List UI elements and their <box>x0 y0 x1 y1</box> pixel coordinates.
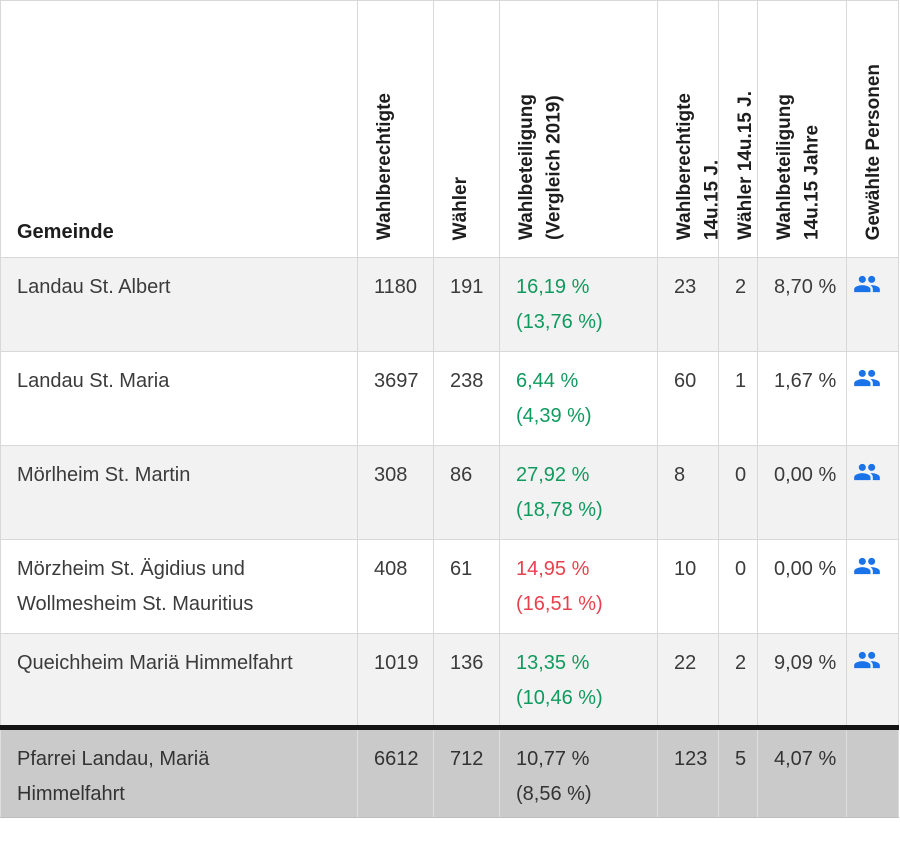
cell-wahlbeteiligung-14-15: 9,09 % <box>757 633 847 728</box>
cell-wahlbeteiligung: 27,92 % (18,78 %) <box>499 445 658 540</box>
elected-persons-link[interactable] <box>853 552 881 580</box>
cell-waehler-14-15: 0 <box>718 539 758 634</box>
cell-wahlbeteiligung-14-15: 1,67 % <box>757 351 847 446</box>
cell-wahlberechtigte: 308 <box>357 445 434 540</box>
column-header-gemeinde: Gemeinde <box>0 0 358 258</box>
cell-gemeinde: Landau St. Albert <box>0 257 358 352</box>
cell-wahlbeteiligung-total: 10,77 % (8,56 %) <box>499 725 658 818</box>
cell-wahlberechtigte-total: 6612 <box>357 725 434 818</box>
turnout-compare-2019: (4,39 %) <box>516 405 592 427</box>
cell-gewaehlte-personen-total <box>846 725 899 818</box>
column-header-wahlberechtigte: Wahlberechtigte <box>357 0 434 258</box>
cell-waehler-14-15: 2 <box>718 257 758 352</box>
cell-wahlberechtigte-14-15: 8 <box>657 445 719 540</box>
table-header: Gemeinde Wahlberechtigte Wähler Wahlbete… <box>0 0 899 258</box>
turnout-value: 13,35 % <box>516 652 590 674</box>
column-header-wahlbeteiligung: Wahlbeteiligung (Vergleich 2019) <box>499 0 658 258</box>
elected-persons-link[interactable] <box>853 270 881 298</box>
cell-wahlberechtigte-14-15: 60 <box>657 351 719 446</box>
column-header-waehler: Wähler <box>433 0 500 258</box>
turnout-compare-2019: (13,76 %) <box>516 311 603 333</box>
cell-waehler: 191 <box>433 257 500 352</box>
people-icon <box>854 651 880 669</box>
cell-wahlbeteiligung-14-15: 8,70 % <box>757 257 847 352</box>
cell-waehler: 61 <box>433 539 500 634</box>
cell-waehler: 238 <box>433 351 500 446</box>
turnout-value: 14,95 % <box>516 558 590 580</box>
cell-wahlberechtigte: 3697 <box>357 351 434 446</box>
cell-wahlberechtigte: 1180 <box>357 257 434 352</box>
cell-wahlbeteiligung: 13,35 % (10,46 %) <box>499 633 658 728</box>
rotated-header-label: Wähler 14u.15 J. <box>735 91 756 240</box>
turnout-value: 16,19 % <box>516 276 590 298</box>
cell-waehler-total: 712 <box>433 725 500 818</box>
rotated-header-label: Wähler <box>450 176 471 240</box>
cell-gemeinde-total: Pfarrei Landau, Mariä Himmelfahrt <box>0 725 358 818</box>
cell-wahlberechtigte-14-15: 10 <box>657 539 719 634</box>
turnout-value: 10,77 % <box>516 748 590 770</box>
people-icon <box>854 463 880 481</box>
election-results-table: Gemeinde Wahlberechtigte Wähler Wahlbete… <box>0 0 899 818</box>
cell-gemeinde: Mörzheim St. Ägidius und Wollmesheim St.… <box>0 539 358 634</box>
cell-wahlberechtigte: 1019 <box>357 633 434 728</box>
rotated-header-label: Wahlberechtigte <box>374 92 395 240</box>
cell-gewaehlte-personen <box>846 539 899 634</box>
people-icon <box>854 369 880 387</box>
elected-persons-link[interactable] <box>853 458 881 486</box>
cell-wahlbeteiligung-14-15: 0,00 % <box>757 539 847 634</box>
cell-wahlberechtigte-14-15: 23 <box>657 257 719 352</box>
cell-gewaehlte-personen <box>846 351 899 446</box>
cell-wahlbeteiligung: 6,44 % (4,39 %) <box>499 351 658 446</box>
turnout-value: 6,44 % <box>516 370 579 392</box>
cell-waehler-14-15: 0 <box>718 445 758 540</box>
cell-waehler-14-15: 1 <box>718 351 758 446</box>
cell-waehler: 86 <box>433 445 500 540</box>
turnout-compare-2019: (10,46 %) <box>516 687 603 709</box>
turnout-compare-2019: (18,78 %) <box>516 499 603 521</box>
rotated-header-label: Gewählte Personen <box>863 63 884 240</box>
cell-gemeinde: Mörlheim St. Martin <box>0 445 358 540</box>
cell-wahlbeteiligung-14-15-total: 4,07 % <box>757 725 847 818</box>
elected-persons-link[interactable] <box>853 364 881 392</box>
elected-persons-link[interactable] <box>853 646 881 674</box>
column-header-wahlberechtigte-14-15: Wahlberechtigte 14u.15 J. <box>657 0 723 258</box>
table-row: Queichheim Mariä Himmelfahrt 1019 136 13… <box>0 633 899 728</box>
cell-gewaehlte-personen <box>846 257 899 352</box>
cell-wahlberechtigte-14-15-total: 123 <box>657 725 719 818</box>
cell-waehler: 136 <box>433 633 500 728</box>
table-row: Landau St. Maria 3697 238 6,44 % (4,39 %… <box>0 351 899 446</box>
rotated-header-label: Wahlbeteiligung 14u.15 Jahre <box>774 93 823 240</box>
column-header-waehler-14-15: Wähler 14u.15 J. <box>718 0 758 258</box>
people-icon <box>854 557 880 575</box>
total-row: Pfarrei Landau, Mariä Himmelfahrt 6612 7… <box>0 725 899 818</box>
header-row: Gemeinde Wahlberechtigte Wähler Wahlbete… <box>0 0 899 258</box>
cell-waehler-14-15: 2 <box>718 633 758 728</box>
rotated-header-label: Wahlberechtigte 14u.15 J. <box>674 92 723 240</box>
cell-gewaehlte-personen <box>846 445 899 540</box>
cell-gemeinde: Landau St. Maria <box>0 351 358 446</box>
cell-wahlbeteiligung: 16,19 % (13,76 %) <box>499 257 658 352</box>
people-icon <box>854 275 880 293</box>
turnout-compare-2019: (8,56 %) <box>516 783 592 805</box>
table-body: Landau St. Albert 1180 191 16,19 % (13,7… <box>0 257 899 818</box>
cell-gewaehlte-personen <box>846 633 899 728</box>
column-header-gewaehlte-personen: Gewählte Personen <box>846 0 899 258</box>
cell-wahlbeteiligung-14-15: 0,00 % <box>757 445 847 540</box>
table-row: Mörlheim St. Martin 308 86 27,92 % (18,7… <box>0 445 899 540</box>
cell-wahlbeteiligung: 14,95 % (16,51 %) <box>499 539 658 634</box>
table-row: Mörzheim St. Ägidius und Wollmesheim St.… <box>0 539 899 634</box>
cell-wahlberechtigte: 408 <box>357 539 434 634</box>
cell-gemeinde: Queichheim Mariä Himmelfahrt <box>0 633 358 728</box>
rotated-header-label: Wahlbeteiligung (Vergleich 2019) <box>516 93 565 240</box>
table-row: Landau St. Albert 1180 191 16,19 % (13,7… <box>0 257 899 352</box>
column-header-wahlbeteiligung-14-15: Wahlbeteiligung 14u.15 Jahre <box>757 0 847 258</box>
cell-wahlberechtigte-14-15: 22 <box>657 633 719 728</box>
turnout-compare-2019: (16,51 %) <box>516 593 603 615</box>
cell-waehler-14-15-total: 5 <box>718 725 758 818</box>
turnout-value: 27,92 % <box>516 464 590 486</box>
